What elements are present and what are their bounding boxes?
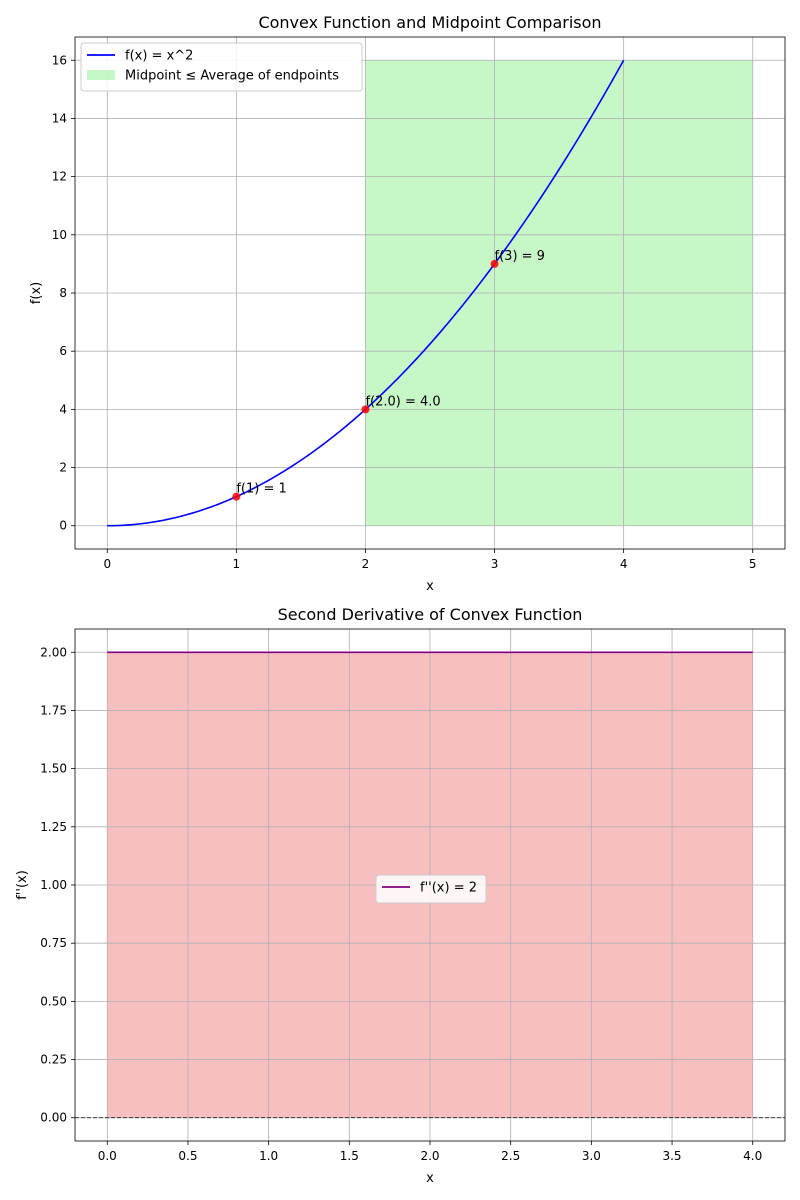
x-tick-label: 4: [620, 557, 628, 571]
y-tick-label: 12: [52, 170, 67, 184]
x-tick-label: 0.0: [98, 1149, 117, 1163]
x-tick-label: 1.0: [259, 1149, 278, 1163]
x-axis-label: x: [426, 579, 434, 594]
x-tick-label: 0: [103, 557, 111, 571]
point-label: f(3) = 9: [495, 249, 545, 264]
y-axis-label: f(x): [29, 282, 44, 304]
legend-box: [375, 874, 487, 904]
y-tick-label: 1.25: [40, 820, 67, 834]
x-tick-label: 0.5: [178, 1149, 197, 1163]
y-tick-label: 2.00: [40, 645, 67, 659]
y-tick-label: 1.50: [40, 762, 67, 776]
x-tick-label: 1.5: [340, 1149, 359, 1163]
y-tick-label: 6: [59, 344, 67, 358]
y-tick-label: 0.50: [40, 994, 67, 1008]
chart-panel-1: Convex Function and Midpoint Comparison f…: [29, 13, 786, 594]
legend: f(x) = x^2 Midpoint ≤ Average of endpoint…: [80, 42, 363, 92]
legend-label: f''(x) = 2: [420, 881, 477, 896]
x-tick-label: 1: [233, 557, 241, 571]
y-axis-label: f''(x): [15, 870, 30, 900]
x-tick-label: 5: [749, 557, 757, 571]
point-label: f(1) = 1: [236, 482, 286, 497]
x-tick-label: 2.0: [420, 1149, 439, 1163]
data-point: [232, 492, 241, 501]
legend-label: Midpoint ≤ Average of endpoints: [125, 69, 339, 84]
y-tick-label: 1.75: [40, 703, 67, 717]
data-point: [361, 405, 370, 414]
legend-swatch-patch: [87, 70, 115, 80]
point-label: f(2.0) = 4.0: [365, 394, 440, 409]
legend-label: f(x) = x^2: [125, 49, 193, 64]
y-tick-label: 0.75: [40, 936, 67, 950]
x-axis-label: x: [426, 1171, 434, 1186]
x-tick-label: 4.0: [743, 1149, 762, 1163]
y-tick-label: 14: [52, 111, 67, 125]
y-tick-label: 16: [52, 53, 67, 67]
y-tick-label: 2: [59, 461, 67, 475]
chart-title: Second Derivative of Convex Function: [278, 605, 583, 624]
y-tick-label: 0: [59, 519, 67, 533]
y-tick-label: 4: [59, 402, 67, 416]
y-tick-label: 0.00: [40, 1111, 67, 1125]
x-tick-label: 2.5: [501, 1149, 520, 1163]
x-tick-label: 3: [491, 557, 499, 571]
y-tick-label: 0.25: [40, 1053, 67, 1067]
legend-box: [80, 42, 363, 92]
x-tick-label: 2: [362, 557, 370, 571]
data-point: [490, 259, 499, 268]
x-tick-label: 3.5: [662, 1149, 681, 1163]
y-tick-label: 1.00: [40, 878, 67, 892]
legend: f''(x) = 2: [375, 874, 487, 904]
y-tick-label: 8: [59, 286, 67, 300]
x-tick-label: 3.0: [582, 1149, 601, 1163]
y-tick-label: 10: [52, 228, 67, 242]
chart-title: Convex Function and Midpoint Comparison: [258, 13, 601, 32]
